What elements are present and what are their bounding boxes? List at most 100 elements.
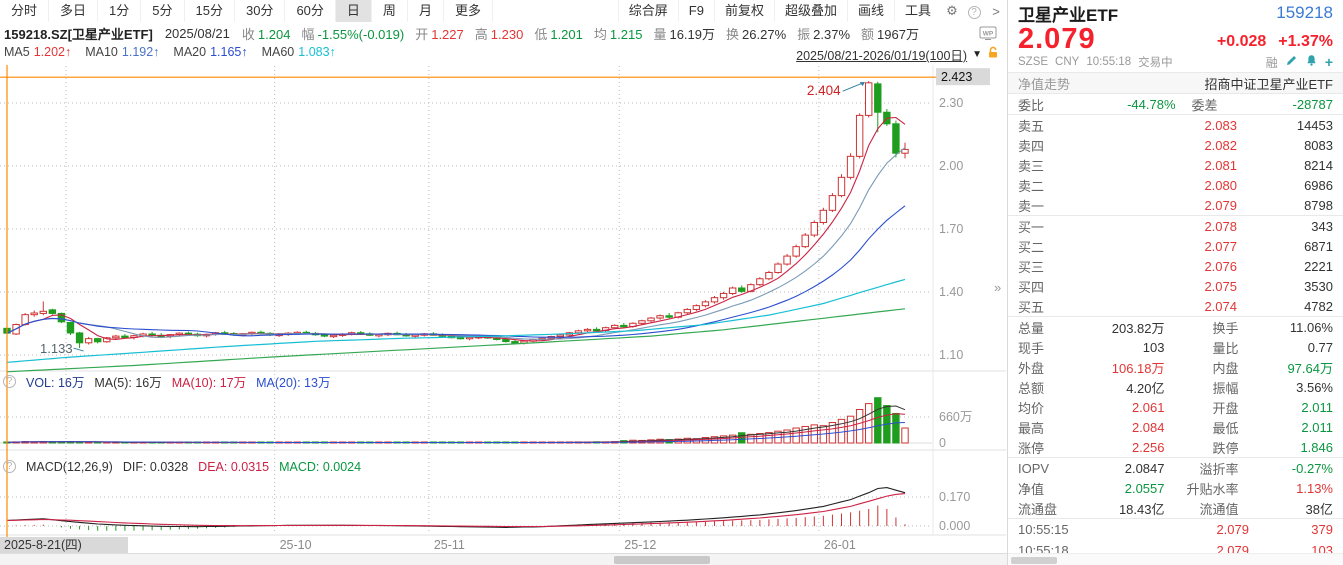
- stat-value: 203.82万: [1111, 320, 1165, 336]
- info-field-value: 2.37%: [813, 26, 851, 42]
- stats-row: 外盘 106.18万 内盘 97.64万: [1008, 357, 1343, 377]
- order-price: 2.078: [1204, 218, 1237, 234]
- panel-scrollbar[interactable]: [1008, 553, 1343, 565]
- order-label: 买三: [1018, 259, 1045, 275]
- chart-horizontal-scrollbar[interactable]: [0, 553, 1007, 565]
- info-field-value: 1.204: [257, 26, 291, 42]
- ask-row[interactable]: 卖二 2.080 6986: [1008, 175, 1343, 195]
- info-field-量: 量 16.19万: [653, 24, 715, 43]
- bid-levels: 买一 2.078 343 买二 2.077 6871 买三 2.076 2221 买四 2.075 3…: [1008, 216, 1343, 316]
- order-price: 2.077: [1204, 238, 1237, 254]
- stat-value: 1.846: [1300, 439, 1333, 455]
- help-question-glyph: ?: [967, 6, 981, 19]
- toolbar-超级叠加[interactable]: 超级叠加: [773, 0, 847, 22]
- stat-value: 2.011: [1301, 399, 1333, 415]
- tab-nav-trend[interactable]: 净值走势: [1018, 76, 1071, 92]
- macd-help-icon[interactable]: ?: [3, 460, 16, 473]
- info-field-label: 幅: [301, 26, 315, 42]
- bid-row[interactable]: 买四 2.075 3530: [1008, 276, 1343, 296]
- info-field-value: 1.215: [609, 26, 643, 42]
- bid-row[interactable]: 买五 2.074 4782: [1008, 296, 1343, 316]
- ma-value: 1.202↑: [33, 45, 72, 59]
- stat-label: 涨停: [1018, 440, 1045, 456]
- toolbar-画线[interactable]: 画线: [846, 0, 894, 22]
- toolbar-综合屏[interactable]: 综合屏: [617, 0, 678, 22]
- order-price: 2.083: [1204, 117, 1237, 133]
- ask-row[interactable]: 卖四 2.082 8083: [1008, 135, 1343, 155]
- info-field-label: 振: [797, 26, 811, 42]
- stat-value: 103: [1142, 339, 1165, 355]
- bid-row[interactable]: 买一 2.078 343: [1008, 216, 1343, 236]
- date-range-label[interactable]: 2025/08/21-2026/01/19(100日): [796, 49, 968, 63]
- last-price: 2.079: [1018, 23, 1096, 55]
- ma-value: 1.192↑: [121, 45, 160, 59]
- period-toolbar: 分时 多日 1分 5分 15分 30分 60分日周月更多 综合屏 F9 前复权 超级叠加 画线 工具 …: [0, 0, 1007, 22]
- currency-label: CNY: [1055, 56, 1080, 68]
- range-dropdown-caret-icon[interactable]: ▼: [972, 49, 982, 60]
- info-field-label: 换: [726, 26, 740, 42]
- stats-row: 均价 2.061 开盘 2.011: [1008, 397, 1343, 417]
- toolbar-F9[interactable]: F9: [677, 0, 714, 22]
- stat-label: 均价: [1018, 400, 1045, 416]
- ma-value: 1.165↑: [210, 45, 248, 59]
- ma-label: MA10: [85, 45, 118, 59]
- vol-help-icon[interactable]: ?: [3, 375, 16, 388]
- stat-value: 1.13%: [1296, 480, 1333, 496]
- tab-5分[interactable]: 5分: [141, 0, 185, 22]
- stats-row: 总量 203.82万 换手 11.06%: [1008, 317, 1343, 337]
- toolbar-前复权[interactable]: 前复权: [713, 0, 774, 22]
- settings-gear-icon[interactable]: ⚙: [946, 3, 958, 18]
- bid-row[interactable]: 买二 2.077 6871: [1008, 236, 1343, 256]
- alert-bell-icon[interactable]: [1305, 54, 1318, 70]
- scrollbar-thumb[interactable]: [614, 556, 710, 564]
- order-label: 买一: [1018, 219, 1045, 235]
- kline-chart[interactable]: 2.30 2.00 1.70 1.40 1.10 25-10 25-11 25-12 26-01…: [0, 0, 1007, 565]
- tab-1分[interactable]: 1分: [98, 0, 142, 22]
- toolbar-工具[interactable]: 工具: [893, 0, 941, 22]
- add-to-watchlist-icon[interactable]: +: [1324, 54, 1333, 70]
- unlock-icon[interactable]: [987, 46, 999, 64]
- tab-周[interactable]: 周: [372, 0, 408, 22]
- panel-collapse-handle-icon[interactable]: »: [994, 280, 1002, 295]
- ask-row[interactable]: 卖一 2.079 8798: [1008, 195, 1343, 215]
- stat-value: 2.061: [1131, 399, 1165, 415]
- svg-text:WP: WP: [983, 31, 994, 38]
- stat-label: 量比: [1212, 340, 1239, 356]
- order-price: 2.082: [1204, 137, 1237, 153]
- stat-label: 溢折率: [1199, 461, 1239, 477]
- tab-15分[interactable]: 15分: [185, 0, 235, 22]
- svg-text:2.00: 2.00: [939, 159, 963, 173]
- stat-label: 流通值: [1199, 501, 1239, 517]
- stats-row: 最高 2.084 最低 2.011: [1008, 417, 1343, 437]
- macd-legend-item: MACD(12,26,9): [26, 459, 113, 474]
- tab-多日[interactable]: 多日: [49, 0, 99, 22]
- svg-text:25-12: 25-12: [624, 538, 656, 552]
- tab-日[interactable]: 日: [335, 0, 372, 22]
- date-range-selector[interactable]: 2025/08/21-2026/01/19(100日) ▼: [796, 45, 999, 64]
- chart-region: 2.30 2.00 1.70 1.40 1.10 25-10 25-11 25-12 26-01…: [0, 0, 1007, 565]
- panel-scrollbar-thumb[interactable]: [1011, 557, 1057, 564]
- stat-value: 106.18万: [1111, 360, 1165, 376]
- svg-text:660万: 660万: [939, 410, 972, 424]
- collapse-chevron-icon[interactable]: >: [992, 3, 1000, 19]
- svg-text:1.40: 1.40: [939, 285, 963, 299]
- ask-row[interactable]: 卖三 2.081 8214: [1008, 155, 1343, 175]
- wp-window-icon[interactable]: WP: [979, 26, 997, 46]
- weibi-value: -44.78%: [1127, 96, 1176, 112]
- order-price: 2.080: [1204, 177, 1237, 193]
- ma-label: MA5: [4, 45, 30, 59]
- bid-row[interactable]: 买三 2.076 2221: [1008, 256, 1343, 276]
- tab-更多[interactable]: 更多: [444, 0, 493, 22]
- price-change: +0.028: [1216, 33, 1267, 50]
- ask-row[interactable]: 卖五 2.083 14453: [1008, 115, 1343, 135]
- tab-分时[interactable]: 分时: [0, 0, 50, 22]
- tab-月[interactable]: 月: [408, 0, 444, 22]
- edit-pencil-icon[interactable]: [1285, 54, 1298, 70]
- tab-60分[interactable]: 60分: [285, 0, 336, 22]
- help-icon[interactable]: ?: [963, 3, 985, 19]
- tab-30分[interactable]: 30分: [235, 0, 286, 22]
- order-price: 2.081: [1204, 157, 1237, 173]
- quote-info-bar: 159218.SZ[卫星产业ETF] 2025/08/21 收 1.204 幅 -1.…: [0, 22, 1007, 44]
- info-field-label: 开: [415, 26, 429, 42]
